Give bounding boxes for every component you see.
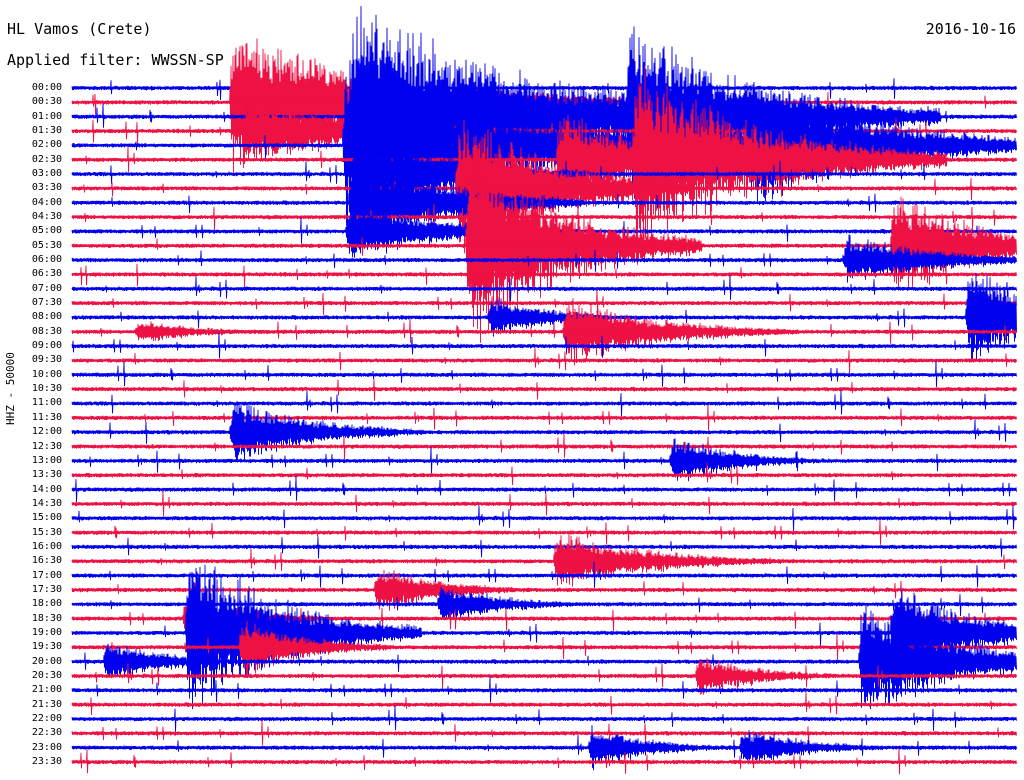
trace-time-label: 00:30 — [31, 96, 62, 108]
trace-time-label: 03:30 — [31, 182, 62, 194]
trace-time-label: 14:30 — [31, 497, 62, 509]
trace-time-label: 10:30 — [31, 383, 62, 395]
trace-time-label: 15:30 — [31, 526, 62, 538]
trace-0100 — [71, 6, 1017, 223]
trace-time-label: 10:00 — [31, 368, 62, 380]
date-label: 2016-10-16 — [925, 20, 1016, 38]
trace-time-label: 18:30 — [31, 612, 62, 624]
trace-time-label: 02:00 — [31, 139, 62, 151]
trace-time-label: 14:00 — [31, 483, 62, 495]
trace-1330 — [71, 462, 1017, 486]
trace-time-label: 13:30 — [31, 469, 62, 481]
trace-time-label: 22:00 — [31, 712, 62, 724]
trace-time-label: 01:30 — [31, 125, 62, 137]
trace-time-label: 02:30 — [31, 153, 62, 165]
trace-time-label: 12:00 — [31, 426, 62, 438]
trace-time-label: 04:30 — [31, 211, 62, 223]
trace-0200 — [71, 51, 1017, 247]
trace-time-label: 08:30 — [31, 325, 62, 337]
trace-time-label: 21:30 — [31, 698, 62, 710]
trace-time-label: 04:00 — [31, 196, 62, 208]
trace-time-label: 16:00 — [31, 540, 62, 552]
trace-time-label: 18:00 — [31, 598, 62, 610]
trace-time-label: 05:30 — [31, 239, 62, 251]
trace-time-label: 05:00 — [31, 225, 62, 237]
trace-time-label: 11:00 — [31, 397, 62, 409]
trace-time-label: 21:00 — [31, 684, 62, 696]
trace-time-label: 20:30 — [31, 669, 62, 681]
trace-time-label: 20:00 — [31, 655, 62, 667]
trace-time-label: 06:00 — [31, 254, 62, 266]
station-title: HL Vamos (Crete) — [7, 20, 152, 38]
trace-time-label: 06:30 — [31, 268, 62, 280]
trace-time-label: 11:30 — [31, 411, 62, 423]
trace-time-label: 03:00 — [31, 168, 62, 180]
trace-time-label: 09:00 — [31, 340, 62, 352]
trace-time-label: 16:30 — [31, 555, 62, 567]
trace-0330 — [71, 119, 1017, 254]
trace-time-label: 12:30 — [31, 440, 62, 452]
trace-time-label: 23:30 — [31, 755, 62, 767]
trace-time-label: 22:30 — [31, 727, 62, 739]
trace-time-label: 13:00 — [31, 454, 62, 466]
trace-time-label: 07:30 — [31, 297, 62, 309]
filter-label: Applied filter: WWSSN-SP — [7, 51, 224, 69]
trace-time-label: 19:00 — [31, 626, 62, 638]
trace-time-label: 07:00 — [31, 282, 62, 294]
trace-time-label: 17:00 — [31, 569, 62, 581]
trace-2130 — [71, 691, 1017, 716]
trace-time-label: 09:30 — [31, 354, 62, 366]
trace-1200 — [71, 400, 1017, 461]
trace-time-label: 19:30 — [31, 641, 62, 653]
trace-time-label: 08:00 — [31, 311, 62, 323]
trace-time-label: 15:00 — [31, 512, 62, 524]
trace-time-label: 00:00 — [31, 82, 62, 93]
trace-time-labels: 00:00 00:30 01:00 01:30 02:00 02:30 03:00 03:30… — [0, 0, 62, 780]
trace-time-label: 23:00 — [31, 741, 62, 753]
trace-time-label: 01:00 — [31, 110, 62, 122]
trace-time-label: 17:30 — [31, 583, 62, 595]
